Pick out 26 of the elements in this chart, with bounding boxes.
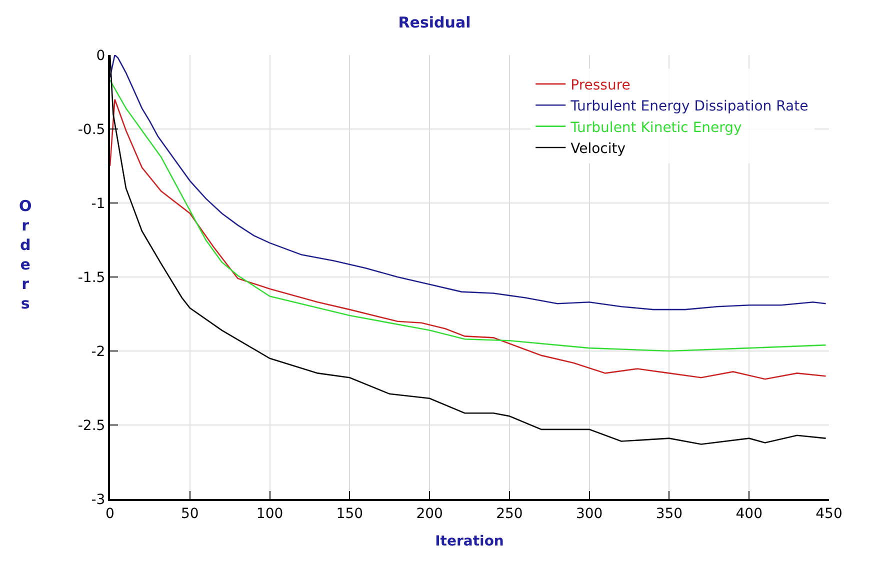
y-tick-label: -2: [91, 344, 106, 360]
line-series: [110, 80, 826, 352]
y-tick-label: -2.5: [78, 418, 106, 434]
x-tick-label: 250: [496, 506, 523, 522]
x-tick-label: 150: [336, 506, 364, 522]
y-tick-label: -1.5: [78, 270, 106, 286]
line-series: [110, 98, 826, 380]
line-series: [110, 55, 826, 310]
x-axis-title: Iteration: [435, 534, 504, 550]
y-tick-label: -1: [91, 196, 106, 212]
x-tick-label: 50: [180, 506, 199, 522]
x-tick-label: 200: [416, 506, 443, 522]
y-tick-label: -3: [91, 492, 106, 508]
x-tick-label: 300: [576, 506, 603, 522]
chart-title: Residual: [398, 14, 471, 32]
legend-label: Turbulent Energy Dissipation Rate: [570, 98, 808, 115]
x-tick-label: 450: [816, 506, 842, 522]
legend-label: Turbulent Kinetic Energy: [570, 120, 742, 136]
y-tick-label: -0.5: [78, 122, 106, 138]
legend-label: Pressure: [570, 77, 630, 94]
y-axis-title: Orders: [19, 197, 32, 312]
x-tick-label: 350: [656, 506, 683, 522]
x-tick-label: 100: [256, 506, 284, 522]
legend-label: Velocity: [570, 140, 626, 157]
y-tick-label: 0: [96, 48, 106, 64]
x-tick-label: 400: [736, 506, 762, 522]
